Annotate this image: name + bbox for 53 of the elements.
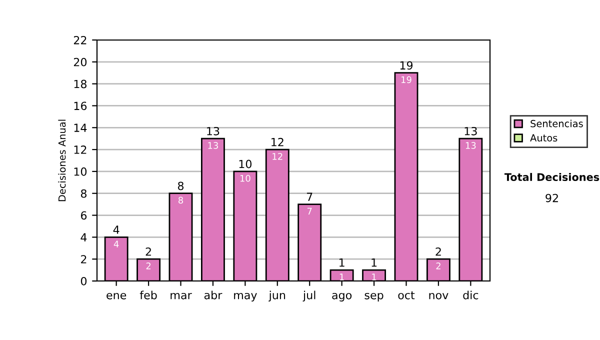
data-label: 12: [272, 152, 282, 160]
data-label: 1: [372, 274, 376, 280]
y-tick-label: 10: [74, 167, 87, 176]
y-tick-label: 14: [74, 124, 87, 132]
total-label: 19: [400, 61, 413, 70]
data-label: 13: [466, 142, 476, 149]
data-label: 10: [240, 174, 250, 182]
x-tick-label: abr: [204, 290, 222, 300]
data-label: 2: [436, 262, 440, 270]
y-tick-label: 20: [74, 58, 87, 66]
data-label: 19: [401, 76, 412, 84]
data-label: 8: [178, 196, 184, 204]
data-label: 1: [340, 274, 344, 280]
x-tick-label: dic: [463, 290, 478, 300]
x-tick-label: mar: [170, 292, 192, 300]
total-label: 13: [464, 126, 477, 136]
total-label: 4: [113, 226, 120, 234]
y-tick-label: 22: [74, 36, 86, 44]
data-label: 2: [146, 262, 151, 270]
y-tick-label: 8: [80, 189, 87, 198]
total-label: 12: [272, 138, 284, 146]
text: 92: [546, 194, 558, 202]
x-tick-label: oct: [398, 291, 415, 300]
y-tick-label: 0: [80, 276, 87, 286]
total-label: 13: [207, 126, 220, 136]
total-label: 2: [436, 247, 441, 256]
data-label: 7: [307, 208, 312, 214]
total-label: 1: [340, 258, 344, 267]
x-tick-label: ago: [332, 292, 352, 302]
x-tick-label: ene: [106, 292, 126, 300]
y-tick-label: 4: [80, 233, 87, 242]
x-tick-label: sep: [364, 292, 384, 302]
y-tick-label: 2: [81, 255, 86, 264]
x-tick-label: may: [234, 292, 257, 302]
data-label: 13: [208, 142, 218, 149]
y-tick-label: 16: [74, 102, 87, 110]
text: Total Decisiones: [504, 172, 600, 182]
x-tick-label: jul: [302, 290, 316, 302]
x-tick-label: feb: [140, 290, 157, 300]
total-label: 10: [239, 160, 252, 168]
legend-label: Autos: [530, 134, 558, 142]
y-tick-label: 12: [74, 146, 86, 154]
y-tick-label: 6: [80, 211, 87, 220]
total-label: 2: [146, 247, 151, 256]
x-tick-label: jun: [268, 290, 286, 302]
y-axis-title: Decisiones Anual: [58, 120, 66, 202]
x-tick-label: nov: [429, 292, 448, 300]
data-label: 4: [114, 240, 119, 248]
legend-label: Sentencias: [530, 120, 583, 128]
total-label: 8: [178, 182, 184, 190]
y-tick-label: 18: [74, 80, 87, 88]
total-label: 7: [306, 192, 312, 201]
total-label: 1: [372, 258, 377, 267]
